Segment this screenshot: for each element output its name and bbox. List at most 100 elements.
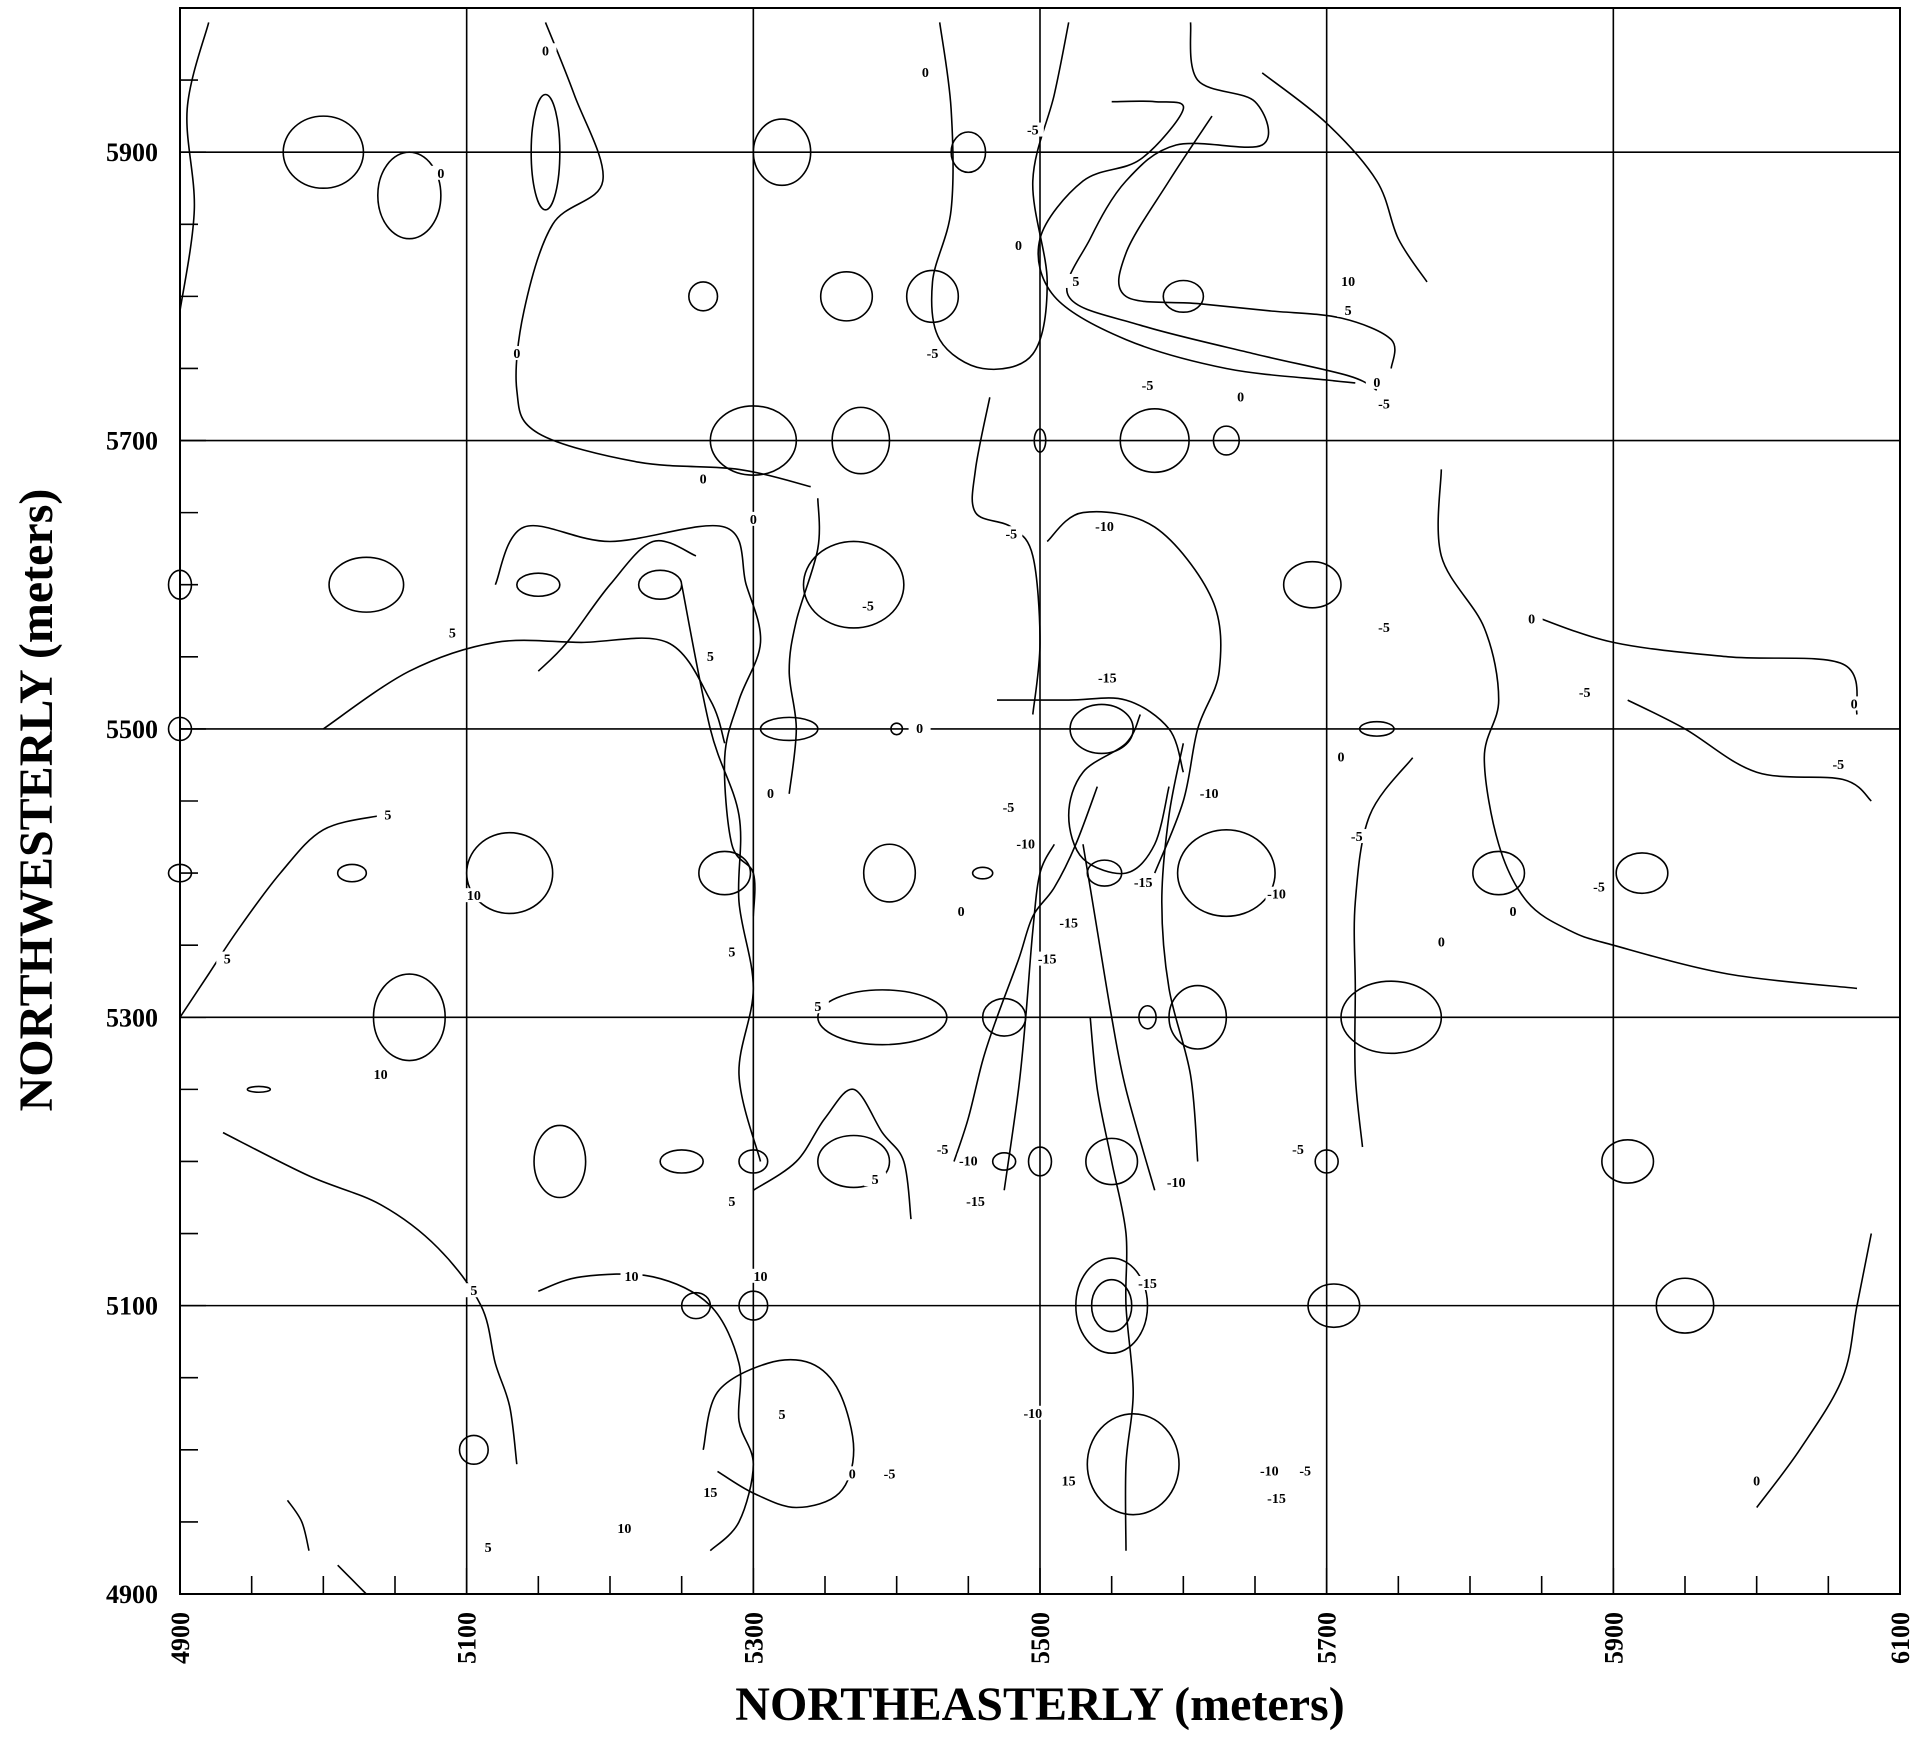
contour-line — [179, 22, 210, 311]
contour-line — [1261, 72, 1428, 283]
closed-contour — [680, 1291, 712, 1320]
closed-contour — [1601, 1139, 1655, 1184]
x-tick-label: 5100 — [453, 1612, 482, 1664]
contour-label-bg — [477, 1539, 500, 1554]
x-tick-label: 5700 — [1313, 1612, 1342, 1664]
y-axis-title: NORTHWESTERLY (meters) — [10, 489, 63, 1112]
contour-label-bg — [1096, 670, 1119, 685]
contour-label: 5 — [470, 1284, 477, 1299]
contour-label: 0 — [1015, 239, 1022, 254]
contour-label: -10 — [959, 1154, 978, 1169]
contour-label: 0 — [1237, 390, 1244, 405]
contour-line — [788, 498, 821, 794]
contour-label-bg — [1502, 904, 1524, 919]
contour-line — [702, 1358, 855, 1509]
contour-label-bg — [1093, 519, 1116, 534]
closed-contour — [328, 556, 405, 613]
closed-contour — [1655, 1277, 1715, 1334]
closed-contour — [1069, 703, 1134, 755]
contour-label-bg — [369, 1066, 392, 1081]
contour-label-bg — [1265, 1490, 1288, 1505]
contour-label: -10 — [1267, 888, 1286, 903]
contour-label-bg — [376, 807, 399, 822]
contour-label: 15 — [703, 1486, 717, 1501]
contour-label-bg — [1265, 886, 1288, 901]
contour-label-bg — [699, 1485, 722, 1500]
contour-label: -10 — [1167, 1176, 1186, 1191]
contour-label-bg — [931, 1141, 954, 1156]
contour-label: -5 — [1292, 1143, 1304, 1158]
closed-contour — [465, 831, 554, 915]
contour-label-bg — [1198, 785, 1221, 800]
contour-label-bg — [841, 1466, 864, 1481]
closed-contour — [759, 716, 819, 742]
contour-line — [286, 1499, 310, 1551]
contour-line — [322, 637, 726, 744]
contour-line — [222, 1131, 518, 1465]
closed-contour — [738, 1149, 769, 1174]
contour-label-bg — [957, 1153, 980, 1168]
contour-label: 5 — [872, 1173, 879, 1188]
x-tick-label: 4900 — [166, 1612, 195, 1664]
contour-label-bg — [1365, 374, 1388, 389]
contour-label: 5 — [384, 808, 391, 823]
contour-label: 10 — [467, 889, 481, 904]
contour-label: -5 — [884, 1467, 896, 1482]
contour-label: 5 — [224, 953, 231, 968]
closed-contour — [1119, 408, 1190, 474]
contour-label: -5 — [1593, 881, 1605, 896]
contour-label: -5 — [927, 347, 939, 362]
y-tick-label: 5700 — [106, 427, 158, 456]
contour-label: -15 — [966, 1195, 985, 1210]
closed-contour — [1176, 829, 1276, 918]
grid-layer — [180, 8, 1900, 1594]
contour-label-bg — [1330, 749, 1352, 764]
contour-label-bg — [857, 598, 879, 613]
contour-label-bg — [950, 904, 973, 919]
contour-label: 0 — [750, 513, 757, 528]
contour-label: -10 — [1023, 1407, 1042, 1422]
contour-label: -5 — [1005, 527, 1017, 542]
contour-label-bg — [1136, 377, 1159, 392]
y-tick-label: 5100 — [106, 1292, 158, 1321]
closed-contour — [1212, 425, 1241, 456]
closed-contour — [698, 850, 752, 896]
closed-contour — [1090, 1278, 1133, 1333]
contour-label-bg — [1057, 915, 1080, 930]
closed-contour — [752, 118, 812, 187]
y-tick-label: 5300 — [106, 1003, 158, 1032]
contour-label-bg — [1021, 1405, 1044, 1420]
contour-label: 5 — [814, 1000, 821, 1015]
closed-contour — [377, 151, 442, 240]
contour-label-bg — [1337, 302, 1360, 317]
contour-line — [1089, 1017, 1135, 1551]
contour-label: 10 — [374, 1068, 388, 1083]
contour-label: -15 — [1134, 876, 1153, 891]
contour-label-bg — [216, 951, 239, 966]
contour-label: 0 — [916, 722, 923, 737]
x-tick-label: 5900 — [1599, 1612, 1628, 1664]
contour-line — [538, 1273, 755, 1552]
contour-line — [930, 22, 1070, 371]
contour-label-bg — [1014, 836, 1037, 851]
contour-line — [1527, 612, 1858, 715]
contour-label: 5 — [449, 627, 456, 642]
contour-label: 0 — [1438, 935, 1445, 950]
contour-label-bg — [613, 1521, 636, 1536]
closed-contour — [831, 406, 891, 475]
contour-line — [337, 1564, 367, 1595]
closed-contour — [905, 269, 960, 324]
contour-label-bg — [759, 785, 782, 800]
contour-label-bg — [1588, 879, 1610, 894]
contour-label: 5 — [485, 1541, 492, 1556]
closed-contour — [372, 973, 446, 1062]
closed-contour — [516, 572, 561, 598]
contour-label-bg — [1136, 1276, 1159, 1291]
contour-label-bg — [921, 346, 944, 361]
contour-label-bg — [914, 64, 937, 79]
contour-label-bg — [1294, 1463, 1317, 1478]
contour-label: -15 — [1059, 917, 1078, 932]
contour-label-bg — [864, 1172, 887, 1187]
contour-label-bg — [1745, 1473, 1768, 1488]
